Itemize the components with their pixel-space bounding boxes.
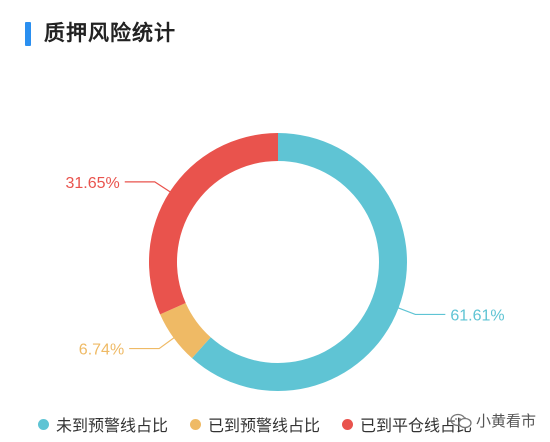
donut-slice[interactable] [160, 302, 211, 359]
wechat-icon [450, 413, 472, 428]
title-accent-bar [25, 22, 31, 46]
watermark: 小黄看市 [450, 410, 536, 431]
chart-title: 质押风险统计 [44, 21, 176, 45]
leader-line [124, 181, 174, 195]
legend-label: 已到预警线占比 [208, 416, 321, 435]
legend-item-not-warning[interactable]: 未到预警线占比 [38, 412, 168, 436]
legend-dot [342, 418, 354, 430]
leader-line [129, 335, 178, 350]
donut-chart: 61.61% 6.74% 31.65% [65, 133, 505, 391]
legend-dot [38, 418, 49, 430]
watermark-text: 小黄看市 [475, 412, 536, 430]
legend-item-liquidation[interactable]: 已到平仓线占比 [342, 412, 472, 436]
legend-label: 未到预警线占比 [56, 416, 169, 435]
donut-slice[interactable] [192, 133, 408, 391]
legend-item-warning[interactable]: 已到预警线占比 [190, 412, 320, 436]
chart-legend: 未到预警线占比 已到预警线占比 已到平仓线占比 [38, 412, 494, 436]
slice-percent-label: 31.65% [65, 175, 119, 192]
donut-slice[interactable] [149, 133, 278, 315]
slice-percent-label: 6.74% [79, 342, 124, 359]
legend-label: 已到平仓线占比 [360, 416, 473, 435]
leader-line [394, 306, 446, 316]
slice-percent-label: 61.61% [450, 307, 504, 324]
legend-dot [190, 418, 202, 430]
